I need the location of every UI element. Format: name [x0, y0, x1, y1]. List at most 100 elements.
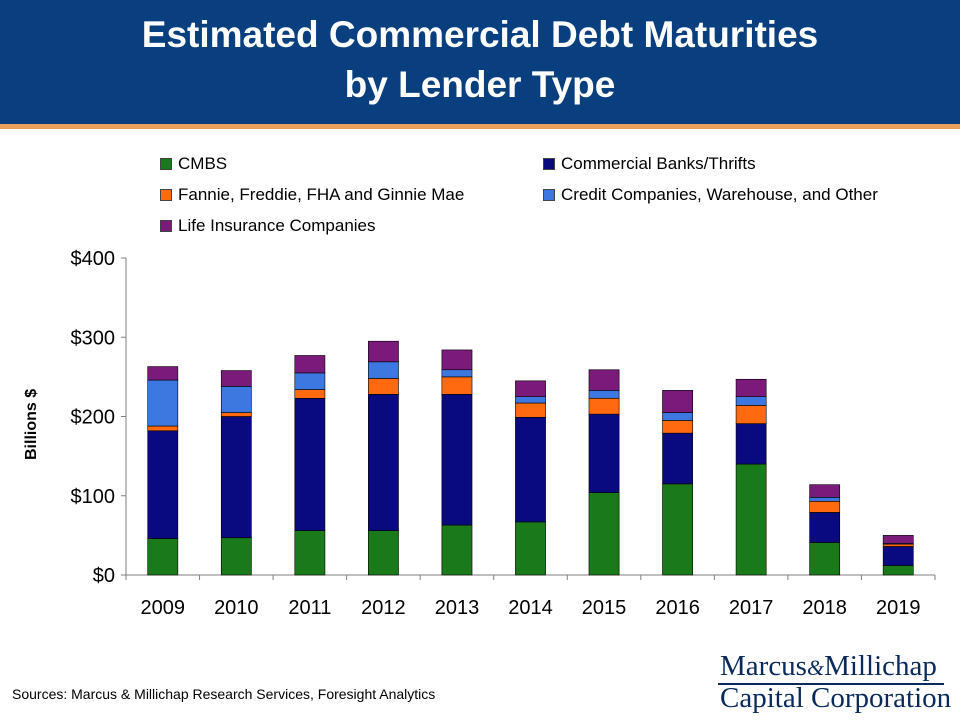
bar-segment [809, 512, 841, 543]
title-line-1: Estimated Commercial Debt Maturities [141, 14, 819, 55]
legend-label: Life Insurance Companies [178, 216, 376, 235]
bar-segment [662, 483, 693, 576]
legend-item-cmbs: CMBS [160, 154, 227, 174]
bar-segment [588, 492, 620, 576]
bar-segment [220, 386, 252, 413]
y-tick-label: $400 [71, 248, 116, 270]
bar-segment [368, 530, 399, 576]
bar-segment [515, 521, 546, 576]
bar-segment [882, 535, 914, 544]
legend-label: Credit Companies, Warehouse, and Other [561, 185, 878, 204]
bar-segment [662, 412, 693, 421]
bar-segment [147, 379, 179, 427]
bar-segment [515, 416, 546, 523]
legend-swatch [160, 220, 172, 232]
y-tick-label: $200 [71, 407, 116, 429]
bar-segment [368, 361, 399, 379]
title-line-2: by Lender Type [344, 64, 616, 105]
x-tick-label: 2013 [435, 597, 480, 619]
bar-segment [294, 530, 326, 576]
x-tick-label: 2015 [582, 597, 627, 619]
x-tick-label: 2010 [214, 597, 259, 619]
bar-segment [735, 378, 767, 397]
bar-segment [588, 413, 620, 493]
bar-segment [220, 537, 252, 576]
bar-segment [147, 366, 179, 381]
bar-segment [735, 396, 767, 406]
legend-item-banks: Commercial Banks/Thrifts [543, 154, 756, 174]
bar-segment [662, 390, 693, 413]
bar-segment [735, 463, 767, 576]
x-tick-label: 2011 [288, 597, 331, 619]
bar-segment [588, 390, 620, 399]
bar-segment [294, 397, 326, 531]
bar-segment [368, 394, 399, 531]
logo-top-line: Marcus&Millichap [720, 650, 937, 683]
legend-swatch [543, 158, 555, 170]
bar-segment [294, 355, 326, 374]
bar-segment [588, 397, 620, 415]
title-banner: Estimated Commercial Debt Maturities by … [0, 0, 960, 124]
bar-segment [368, 378, 399, 395]
x-tick-label: 2016 [655, 597, 700, 619]
legend-item-agencies: Fannie, Freddie, FHA and Ginnie Mae [160, 185, 464, 205]
bar-segment [294, 372, 326, 390]
bar-segment [368, 340, 399, 363]
legend-swatch [160, 158, 172, 170]
bar-segment [441, 369, 473, 378]
x-tick-label: 2019 [876, 597, 921, 619]
logo-ampersand: & [806, 655, 825, 680]
bar-segment [882, 543, 914, 547]
bar-segment [147, 425, 179, 432]
company-logo: Marcus&Millichap Capital Corporation [716, 650, 952, 714]
legend-swatch [160, 189, 172, 201]
x-tick-label: 2017 [729, 597, 774, 619]
legend-label: Fannie, Freddie, FHA and Ginnie Mae [178, 185, 465, 204]
bar-segment [588, 369, 620, 391]
bar-segment [735, 405, 767, 424]
x-tick-label: 2018 [802, 597, 847, 619]
logo-word-2: Millichap [824, 650, 937, 682]
y-tick-label: $100 [71, 486, 116, 508]
bar-segment [220, 370, 252, 387]
bar-segment [515, 380, 546, 397]
bar-segment [441, 524, 473, 576]
bar-segment [515, 396, 546, 404]
bar-segment [662, 432, 693, 485]
bar-segment [515, 402, 546, 418]
bar-segment [220, 416, 252, 539]
bar-segment [220, 412, 252, 417]
legend-swatch [543, 189, 555, 201]
legend-label: Commercial Banks/Thrifts [561, 154, 756, 173]
logo-bottom-line: Capital Corporation [720, 682, 952, 714]
bar-segment [735, 423, 767, 465]
bar-segment [809, 484, 841, 498]
logo-word-1: Marcus [720, 650, 807, 682]
page-title: Estimated Commercial Debt Maturities by … [0, 10, 960, 110]
title-divider [0, 124, 960, 129]
bar-segment [441, 349, 473, 371]
bar-segment [882, 546, 914, 566]
bar-segment [809, 497, 841, 502]
x-tick-label: 2012 [361, 597, 406, 619]
x-tick-label: 2014 [508, 597, 553, 619]
legend-item-life: Life Insurance Companies [160, 216, 376, 236]
bar-segment [147, 538, 179, 576]
source-note: Sources: Marcus & Millichap Research Ser… [12, 686, 436, 702]
legend-label: CMBS [178, 154, 228, 173]
legend-item-credit: Credit Companies, Warehouse, and Other [543, 185, 878, 205]
bar-segment [294, 389, 326, 399]
y-tick-label: $300 [71, 327, 116, 349]
bar-segment [809, 542, 841, 576]
logo-divider [718, 683, 944, 685]
x-tick-label: 2009 [141, 597, 186, 619]
bar-segment [441, 394, 473, 526]
y-tick-label: $0 [93, 565, 115, 587]
bar-segment [809, 500, 841, 513]
bar-segment [882, 565, 914, 576]
chart-legend: CMBS Commercial Banks/Thrifts Fannie, Fr… [160, 154, 950, 244]
bar-segment [441, 376, 473, 395]
bar-segment [147, 430, 179, 539]
bar-segment [662, 420, 693, 434]
